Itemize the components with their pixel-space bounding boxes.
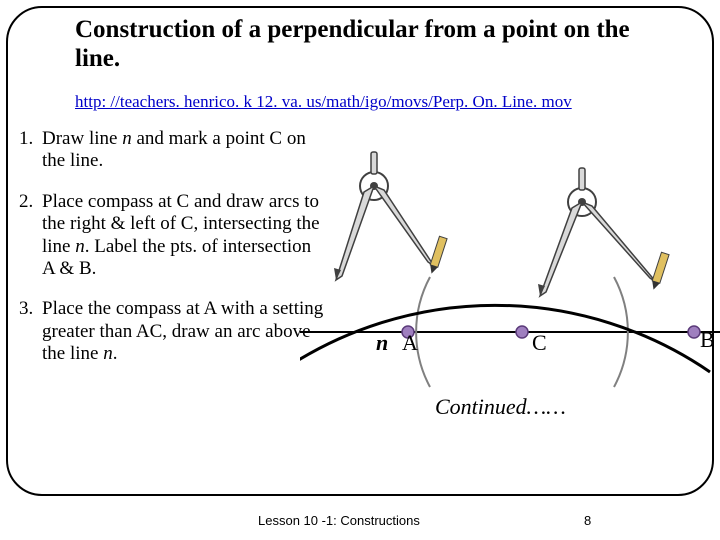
step-1: Draw line n and mark a point C on the li… <box>38 128 324 173</box>
continued-text: Continued…… <box>435 394 566 420</box>
step-3: Place the compass at A with a setting gr… <box>38 298 324 365</box>
diagram: n A C B Continued…… <box>300 132 720 452</box>
step-1-n: n <box>122 128 132 149</box>
label-A: A <box>402 330 418 356</box>
label-B: B <box>700 327 715 353</box>
footer-lesson: Lesson 10 -1: Constructions <box>258 513 420 528</box>
video-link[interactable]: http: //teachers. henrico. k 12. va. us/… <box>75 92 572 112</box>
step-3-a: Place the compass at A with a setting gr… <box>42 298 323 364</box>
step-1-a: Draw line <box>42 128 122 149</box>
label-C: C <box>532 330 547 356</box>
steps-list: Draw line n and mark a point C on the li… <box>14 128 324 384</box>
step-2: Place compass at C and draw arcs to the … <box>38 191 324 281</box>
step-3-n: n <box>103 343 113 364</box>
slide-title: Construction of a perpendicular from a p… <box>75 16 635 74</box>
step-3-b: . <box>113 343 118 364</box>
step-2-n: n <box>75 236 85 257</box>
footer-page-number: 8 <box>584 513 591 528</box>
label-n: n <box>376 330 388 356</box>
